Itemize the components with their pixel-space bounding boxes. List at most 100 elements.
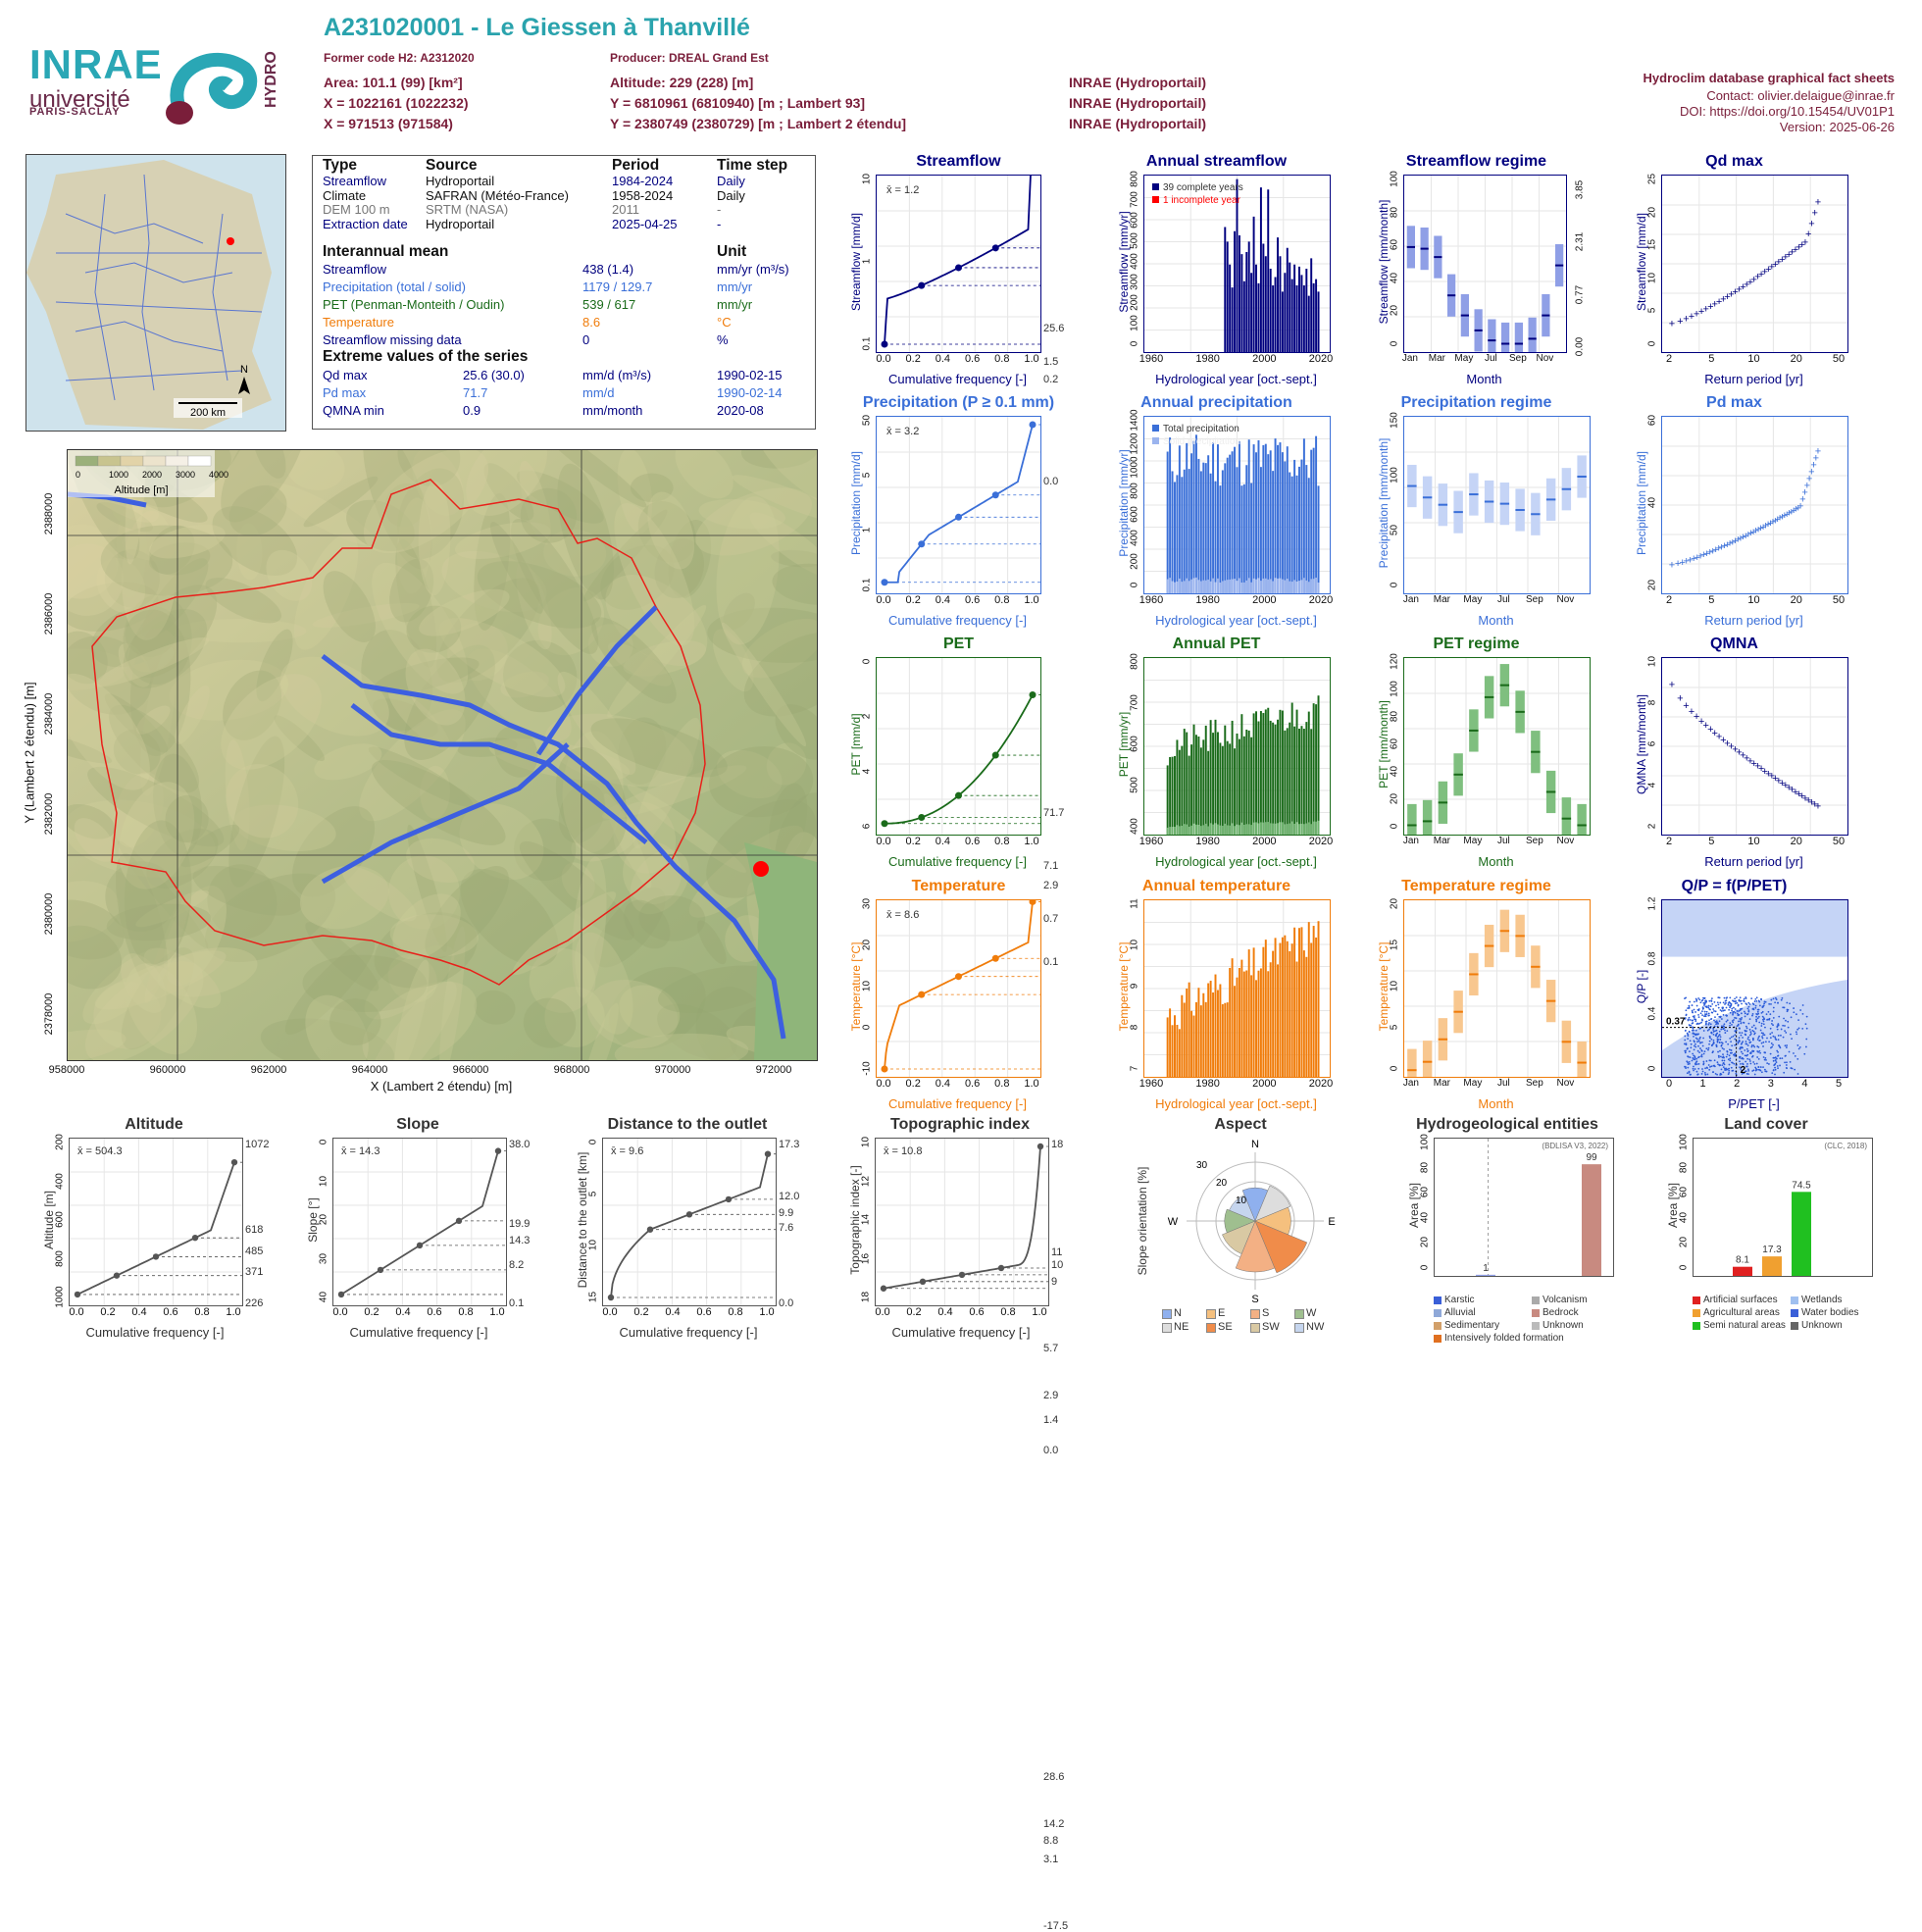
annual_pet-solid-bar xyxy=(1315,821,1318,835)
annual_streamflow-title: Annual streamflow xyxy=(1145,153,1288,170)
terrain-patch xyxy=(466,450,548,516)
annual_pet-solid-bar xyxy=(1199,826,1202,835)
qp-point xyxy=(1752,1069,1755,1072)
slope_cdf-panel: Slope x̄ = 14.3 Cumulative frequency [-] Sl… xyxy=(289,1116,546,1342)
annual_precip-bar xyxy=(1181,477,1184,593)
annual_pet-bar xyxy=(1267,707,1270,835)
qp-point xyxy=(1747,1069,1750,1072)
qp-point xyxy=(1717,1054,1720,1057)
terrain-patch xyxy=(260,1018,395,1060)
streamflow_fdc-mean: x̄ = 1.2 xyxy=(886,184,919,196)
altitude-legend-tick: 4000 xyxy=(209,470,228,480)
annual_pet-bar xyxy=(1279,709,1282,835)
annual_precip-solid-bar xyxy=(1250,582,1253,593)
qp-point xyxy=(1692,1067,1694,1070)
terrain-patch xyxy=(84,961,204,1060)
qmna-point: + xyxy=(1789,785,1795,796)
catchment-map[interactable]: 0 1000 2000 3000 4000 Altitude [m] xyxy=(67,449,818,1061)
topo_cdf-ytick: 10 xyxy=(860,1136,872,1148)
qp-point xyxy=(1729,1059,1732,1062)
qp-point xyxy=(1786,1061,1788,1064)
qp-point xyxy=(1789,1060,1792,1063)
pd_max-point: + xyxy=(1767,518,1773,530)
streamflow_regime-xlabel: Month xyxy=(1466,372,1502,386)
qp-point xyxy=(1727,1003,1730,1006)
annual_precip-bar xyxy=(1255,452,1258,593)
annual_precip-bar xyxy=(1231,451,1234,593)
annual_precip-bar xyxy=(1174,482,1176,593)
qp-point xyxy=(1721,1064,1724,1067)
topo_cdf-xtick: 0.2 xyxy=(906,1306,922,1318)
dist_cdf-xtick: 0.6 xyxy=(696,1306,712,1318)
annual_precip-solid-bar xyxy=(1204,580,1207,593)
qp_ppet-xtick: 1 xyxy=(1699,1078,1706,1090)
qd_max-xtick: 20 xyxy=(1790,353,1802,365)
hydrogeo-legend-key xyxy=(1532,1309,1540,1317)
temp_fdc-xtick: 1.0 xyxy=(1024,1078,1039,1090)
terrain-patch xyxy=(516,470,604,524)
annual_precip-solid-bar xyxy=(1181,582,1184,593)
qp-point xyxy=(1707,1048,1709,1051)
qp-point xyxy=(1701,1041,1703,1043)
annual_precip-solid-bar xyxy=(1186,578,1189,593)
terrain-patch xyxy=(93,981,162,1049)
topo_cdf-right-tick: 18 xyxy=(1051,1139,1064,1150)
qp-point xyxy=(1710,1011,1713,1014)
qp-point xyxy=(1785,1064,1788,1066)
annual_precip-solid-bar xyxy=(1212,578,1215,593)
qp-point xyxy=(1782,1006,1785,1009)
annual_temp-bar xyxy=(1202,992,1205,1077)
annual_precip-bar xyxy=(1300,459,1303,593)
annual_precip-solid-bar xyxy=(1257,578,1260,593)
qp-point xyxy=(1794,1068,1796,1071)
terrain-patch xyxy=(122,510,177,640)
qp-point xyxy=(1727,1002,1730,1004)
qp-point xyxy=(1702,1030,1705,1032)
annual_pet-solid-bar xyxy=(1174,826,1176,835)
qp-point xyxy=(1721,1042,1724,1044)
qp-point xyxy=(1759,1066,1762,1068)
qp-point xyxy=(1759,1051,1762,1054)
qp-point xyxy=(1717,1003,1720,1006)
qp-point xyxy=(1710,1065,1713,1068)
annual_precip-solid-bar xyxy=(1226,580,1229,593)
qp-point xyxy=(1763,1068,1766,1071)
annual_streamflow-bar xyxy=(1310,258,1313,352)
info-type: Extraction date xyxy=(323,216,408,231)
annual_pet-bar xyxy=(1310,729,1313,835)
annual_pet-bar xyxy=(1262,713,1265,835)
precip_fdc-xlabel: Cumulative frequency [-] xyxy=(888,613,1027,628)
terrain-patch xyxy=(359,709,466,822)
terrain-patch xyxy=(627,784,746,873)
qmna-point: + xyxy=(1793,787,1798,798)
doi-link[interactable]: DOI: https://doi.org/10.15454/UV01P1 xyxy=(1680,104,1895,119)
qp-point xyxy=(1690,1073,1692,1076)
slope_cdf-xlabel: Cumulative frequency [-] xyxy=(349,1325,488,1340)
topo_cdf-ytick: 16 xyxy=(860,1252,872,1264)
qp-point xyxy=(1758,1049,1761,1052)
annual_precip-bar xyxy=(1290,476,1293,593)
qp-point xyxy=(1701,1044,1704,1047)
temp_fdc-ytick: 10 xyxy=(861,980,873,992)
qp-point xyxy=(1715,1043,1718,1046)
annual_temp-bar xyxy=(1281,937,1284,1077)
qp-point xyxy=(1738,998,1741,1001)
inter-label: Streamflow xyxy=(323,262,387,277)
annual_precip-bar xyxy=(1264,443,1267,593)
terrain-patch xyxy=(329,998,381,1045)
streamflow_fdc-ytick: 0.1 xyxy=(861,336,873,351)
qp-point xyxy=(1720,1018,1723,1020)
qp-point xyxy=(1712,1039,1715,1042)
pd_max-point: + xyxy=(1815,445,1821,457)
streamflow_regime-title: Streamflow regime xyxy=(1405,153,1547,170)
qp_ppet-ylabel: Q/P [-] xyxy=(1635,969,1648,1004)
north-arrow-icon xyxy=(238,377,250,394)
terrain-patch xyxy=(688,825,804,918)
streamflow_fdc-right-tick: 0.2 xyxy=(1043,374,1059,385)
qp-point xyxy=(1702,1060,1705,1063)
annual_streamflow-bar xyxy=(1250,273,1253,352)
streamflow_fdc-ytick: 1 xyxy=(861,258,873,265)
slope_cdf-ytick: 30 xyxy=(318,1252,329,1264)
qd_max-point: + xyxy=(1744,279,1749,290)
